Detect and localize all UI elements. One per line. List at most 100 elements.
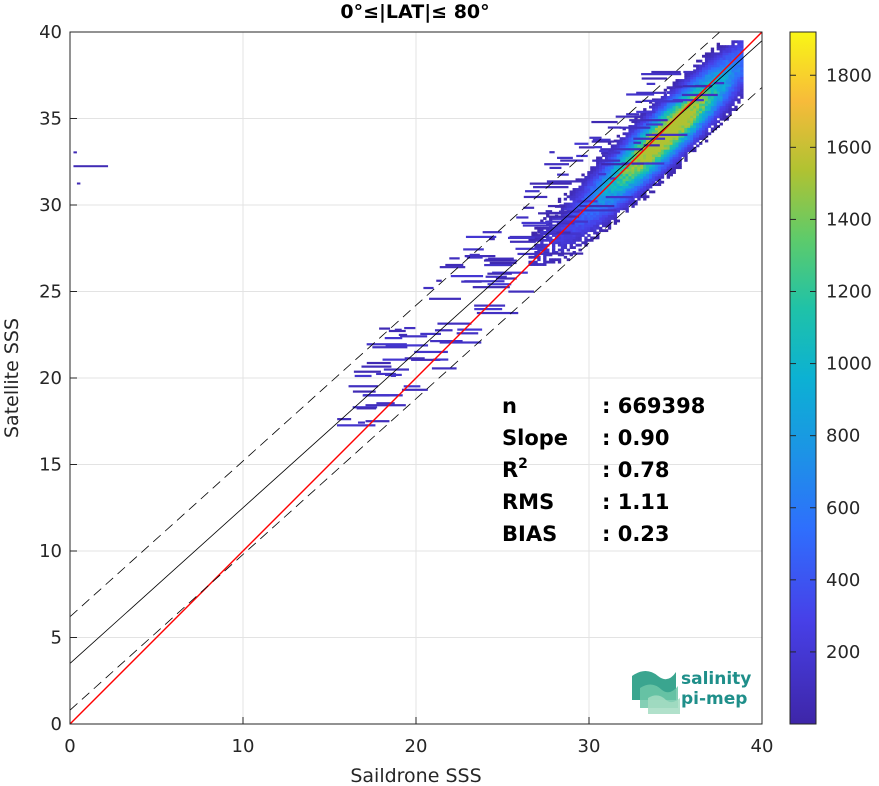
density-cell — [663, 132, 668, 136]
density-cell — [681, 137, 685, 141]
density-cell — [704, 98, 709, 102]
x-axis-label: Saildrone SSS — [350, 765, 481, 786]
density-cell — [601, 161, 606, 165]
density-cell — [681, 103, 685, 107]
density-cell — [740, 86, 744, 90]
density-cell — [678, 127, 682, 131]
density-cell — [613, 205, 618, 208]
density-cell — [693, 122, 697, 126]
density-cell — [701, 137, 706, 141]
density-streak — [599, 149, 609, 153]
density-cell — [566, 241, 571, 245]
density-cell — [643, 185, 647, 189]
density-cell — [543, 260, 547, 264]
density-cell — [728, 76, 732, 80]
density-cell — [725, 96, 729, 99]
density-cell — [704, 54, 709, 58]
density-cell — [587, 180, 591, 184]
density-cell — [696, 66, 700, 70]
density-cell — [699, 69, 703, 73]
density-cell — [728, 49, 732, 53]
density-cell — [549, 221, 553, 225]
density-cell — [722, 81, 726, 85]
density-cell — [696, 129, 700, 133]
density-cell — [654, 171, 659, 174]
density-cell — [631, 175, 635, 179]
density-cell — [607, 219, 612, 223]
density-cell — [590, 236, 594, 240]
density-cell — [640, 151, 644, 155]
density-cell — [684, 120, 688, 124]
density-cell — [678, 139, 682, 143]
density-cell — [701, 122, 706, 126]
density-cell — [660, 144, 665, 148]
density-streak — [482, 231, 502, 234]
density-cell — [604, 202, 609, 206]
density-cell — [566, 212, 571, 216]
density-cell — [560, 241, 565, 245]
density-cell — [616, 139, 621, 143]
density-cell — [716, 71, 721, 75]
density-cell — [666, 120, 671, 124]
density-cell — [666, 122, 671, 126]
density-cell — [704, 59, 709, 63]
density-cell — [599, 200, 603, 203]
density-cell — [578, 207, 582, 211]
density-cell — [725, 103, 729, 107]
density-cell — [722, 74, 726, 78]
density-cell — [701, 120, 706, 124]
density-cell — [572, 241, 576, 245]
density-cell — [634, 151, 638, 155]
density-cell — [728, 81, 732, 85]
density-cell — [707, 62, 712, 65]
density-streak — [439, 266, 466, 269]
density-cell — [722, 112, 726, 116]
density-cell — [610, 188, 615, 191]
density-cell — [634, 154, 638, 157]
density-cell — [699, 132, 703, 136]
density-cell — [551, 258, 556, 262]
density-cell — [675, 151, 679, 155]
density-cell — [701, 127, 706, 131]
density-cell — [631, 185, 635, 189]
density-cell — [601, 212, 606, 216]
density-cell — [713, 117, 718, 121]
density-cell — [537, 229, 541, 233]
density-cell — [672, 139, 676, 143]
density-cell — [649, 178, 653, 182]
density-cell — [710, 86, 715, 90]
density-cell — [707, 120, 712, 124]
density-cell — [713, 83, 718, 87]
density-cell — [699, 76, 703, 80]
density-cell — [599, 214, 603, 218]
density-cell — [725, 88, 729, 92]
density-cell — [616, 185, 621, 189]
density-cell — [687, 96, 691, 99]
density-cell — [681, 79, 685, 82]
density-streak — [525, 190, 540, 193]
density-cell — [728, 96, 732, 99]
density-cell — [557, 200, 562, 203]
density-cell — [546, 236, 550, 240]
density-cell — [590, 185, 594, 189]
density-cell — [628, 178, 632, 182]
density-cell — [681, 100, 685, 104]
density-cell — [737, 40, 741, 44]
density-cell — [675, 137, 679, 141]
density-cell — [657, 168, 662, 172]
density-cell — [681, 125, 685, 128]
density-cell — [672, 96, 676, 99]
density-cell — [631, 178, 635, 182]
density-cell — [563, 243, 568, 247]
density-cell — [651, 173, 656, 177]
density-cell — [681, 81, 685, 85]
density-cell — [634, 190, 638, 194]
density-cell — [596, 156, 600, 160]
density-cell — [654, 178, 659, 182]
density-cell — [722, 93, 726, 97]
density-cell — [722, 64, 726, 68]
density-cell — [540, 241, 544, 245]
density-cell — [551, 248, 556, 252]
density-cell — [587, 238, 591, 242]
y-tick-label: 40 — [39, 22, 62, 43]
